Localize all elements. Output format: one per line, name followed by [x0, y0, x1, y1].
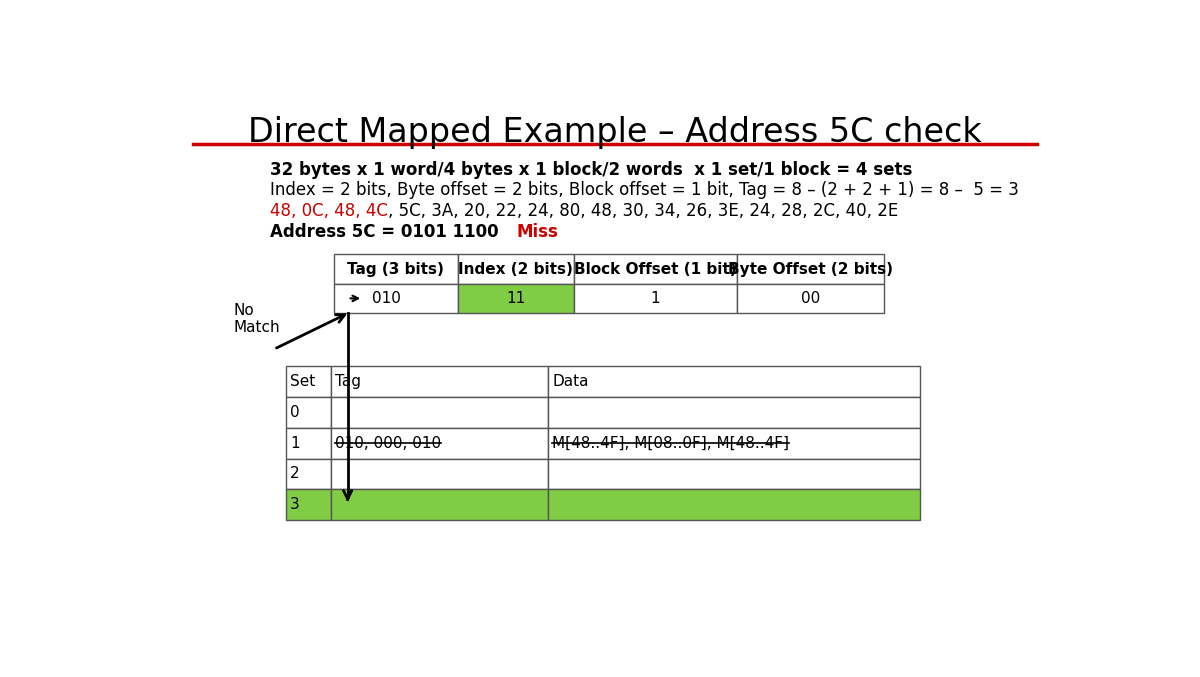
Bar [330, 366, 547, 397]
Text: 010, 000, 010: 010, 000, 010 [335, 435, 442, 451]
Bar [457, 284, 574, 313]
Bar [330, 489, 547, 520]
Bar [547, 366, 919, 397]
Bar [574, 284, 737, 313]
Bar [330, 428, 547, 458]
Bar [286, 397, 330, 428]
Bar [737, 255, 884, 284]
Text: 11: 11 [506, 291, 526, 306]
Text: 1: 1 [650, 291, 660, 306]
Text: , 5C, 3A, 20, 22, 24, 80, 48, 30, 34, 26, 3E, 24, 28, 2C, 40, 2E: , 5C, 3A, 20, 22, 24, 80, 48, 30, 34, 26… [388, 202, 899, 220]
Text: No: No [234, 303, 254, 318]
Bar [286, 366, 330, 397]
Bar [547, 428, 919, 458]
Text: Set: Set [290, 374, 316, 389]
Text: Match: Match [234, 320, 281, 335]
Bar [334, 255, 457, 284]
Text: Data: Data [552, 374, 589, 389]
Bar [286, 458, 330, 489]
Text: 1: 1 [290, 435, 300, 451]
Bar [574, 255, 737, 284]
Bar [330, 458, 547, 489]
Text: Index = 2 bits, Byte offset = 2 bits, Block offset = 1 bit, Tag = 8 – (2 + 2 + 1: Index = 2 bits, Byte offset = 2 bits, Bl… [270, 181, 1019, 199]
Text: Direct Mapped Example – Address 5C check: Direct Mapped Example – Address 5C check [248, 116, 982, 149]
Text: M[48..4F], M[08..0F], M[48..4F]: M[48..4F], M[08..0F], M[48..4F] [552, 435, 790, 451]
Text: 010: 010 [372, 291, 401, 306]
Text: 32 bytes x 1 word/4 bytes x 1 block/2 words  x 1 set/1 block = 4 sets: 32 bytes x 1 word/4 bytes x 1 block/2 wo… [270, 160, 912, 179]
Bar [286, 428, 330, 458]
Bar [334, 284, 457, 313]
Bar [457, 255, 574, 284]
Text: Miss: Miss [516, 223, 558, 241]
Text: 00: 00 [800, 291, 820, 306]
Bar [737, 284, 884, 313]
Bar [286, 489, 330, 520]
Text: 48, 0C, 48, 4C: 48, 0C, 48, 4C [270, 202, 388, 220]
Text: Byte Offset (2 bits): Byte Offset (2 bits) [728, 261, 893, 277]
Text: Tag (3 bits): Tag (3 bits) [347, 261, 444, 277]
Text: 3: 3 [290, 497, 300, 512]
Text: Address 5C = 0101 1100: Address 5C = 0101 1100 [270, 223, 516, 241]
Bar [547, 397, 919, 428]
Bar [547, 489, 919, 520]
Bar [330, 397, 547, 428]
Text: 2: 2 [290, 466, 300, 481]
Bar [547, 458, 919, 489]
Text: Tag: Tag [335, 374, 361, 389]
Text: Index (2 bits): Index (2 bits) [458, 261, 574, 277]
Text: Block Offset (1 bit): Block Offset (1 bit) [574, 261, 737, 277]
Text: 0: 0 [290, 405, 300, 420]
